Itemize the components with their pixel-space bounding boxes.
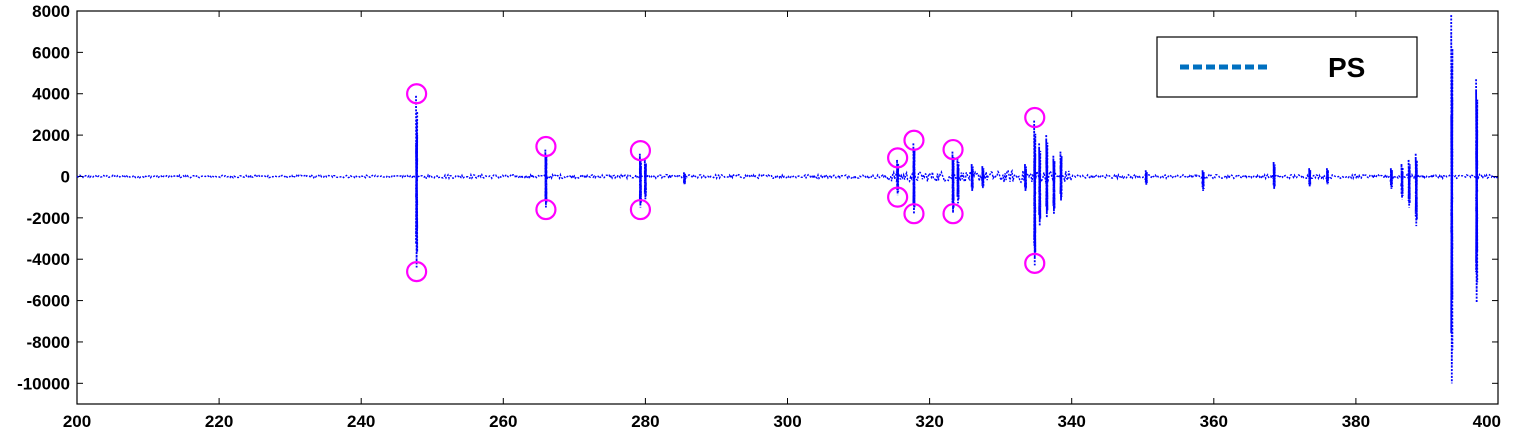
spike-mark xyxy=(970,164,974,191)
legend: PS xyxy=(1156,36,1418,98)
spike-mark xyxy=(643,159,647,200)
spike-mark xyxy=(1307,168,1312,187)
spike-mark xyxy=(951,151,955,214)
peak-circle xyxy=(942,203,964,225)
peak-circle xyxy=(903,129,925,151)
peak-circle xyxy=(1024,252,1046,274)
peak-circle xyxy=(1024,106,1046,129)
spike-mark xyxy=(1325,168,1330,185)
spike-mark xyxy=(1033,120,1037,266)
y-tick-label: 8000 xyxy=(32,2,70,21)
peak-circle xyxy=(887,147,909,169)
spike-mark xyxy=(1038,143,1042,227)
peak-circle xyxy=(903,203,925,225)
peak-circle xyxy=(406,83,428,105)
y-tick-label: -6000 xyxy=(27,292,70,311)
y-tick-label: 6000 xyxy=(32,43,70,62)
spike-mark xyxy=(912,143,916,214)
spike-mark xyxy=(1450,15,1454,384)
y-tick-label: 4000 xyxy=(32,85,70,104)
spike-mark xyxy=(1023,164,1028,191)
spike-mark xyxy=(1389,168,1394,189)
y-tick-label: 2000 xyxy=(32,126,70,145)
x-tick-label: 320 xyxy=(915,412,943,431)
x-axis: 200 220 240 260 280 300 320 340 360 380 400 xyxy=(63,11,1501,431)
peak-circle xyxy=(629,140,652,162)
spike-mark xyxy=(1475,79,1479,303)
spike-mark xyxy=(638,153,642,208)
x-tick-label: 340 xyxy=(1058,412,1086,431)
spike-mark xyxy=(1045,135,1049,218)
spike-mark xyxy=(980,166,985,189)
peak-circle xyxy=(629,198,652,221)
spike-mark xyxy=(544,149,548,208)
x-tick-label: 380 xyxy=(1342,412,1370,431)
series-ps xyxy=(76,15,1498,384)
x-tick-label: 280 xyxy=(631,412,659,431)
spike-mark xyxy=(956,157,960,204)
legend-label-ps: PS xyxy=(1328,52,1365,83)
x-tick-label: 260 xyxy=(489,412,517,431)
peak-circle xyxy=(535,135,557,158)
y-tick-label: -10000 xyxy=(17,374,70,393)
spike-mark xyxy=(1201,170,1205,191)
x-tick-label: 400 xyxy=(1473,412,1501,431)
spike-mark xyxy=(1414,153,1418,227)
y-tick-label: 0 xyxy=(61,167,70,186)
spike-mark xyxy=(1059,151,1063,202)
y-tick-label: -2000 xyxy=(27,209,70,228)
x-tick-label: 360 xyxy=(1200,412,1228,431)
spike-mark xyxy=(1272,161,1276,189)
peak-circle xyxy=(406,261,428,283)
spike-mark xyxy=(682,172,687,185)
peak-circle xyxy=(887,186,909,208)
peak-circle xyxy=(535,198,557,221)
circled-peaks xyxy=(406,83,1046,283)
spike-mark xyxy=(1400,164,1404,200)
y-tick-label: -4000 xyxy=(27,250,70,269)
series-ps-baseline xyxy=(76,168,1498,185)
spike-mark xyxy=(1052,155,1056,214)
x-tick-label: 300 xyxy=(773,412,801,431)
x-tick-label: 240 xyxy=(347,412,375,431)
peak-circle xyxy=(942,138,964,161)
spike-mark xyxy=(1407,159,1411,208)
y-tick-label: -8000 xyxy=(27,333,70,352)
spike-mark xyxy=(415,95,419,268)
x-tick-label: 200 xyxy=(63,412,91,431)
spike-mark xyxy=(1144,170,1149,185)
spike-mark xyxy=(895,159,900,196)
x-tick-label: 220 xyxy=(205,412,233,431)
y-axis: 8000 6000 4000 2000 0 -2000 -4000 -6000 -8000 -10… xyxy=(17,2,1498,393)
